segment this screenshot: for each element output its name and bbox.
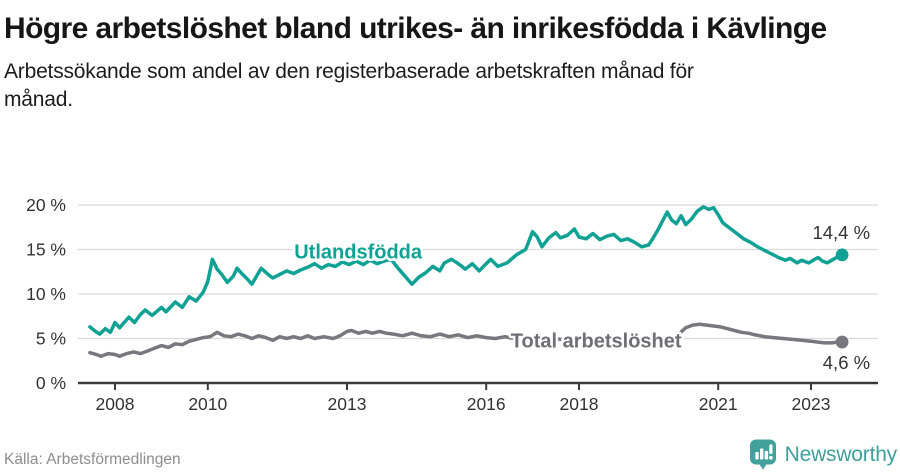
y-axis-tick-label: 10 % xyxy=(26,284,66,304)
x-axis-tick-label: 2008 xyxy=(96,394,135,414)
series-label: Utlandsfödda xyxy=(294,242,423,264)
chart-title: Högre arbetslöshet bland utrikes- än inr… xyxy=(4,12,827,45)
y-axis-tick-label: 15 % xyxy=(26,240,66,260)
series-end-dot xyxy=(835,335,849,349)
x-axis-tick-label: 2018 xyxy=(560,394,599,414)
series-line-total-arbetsl-shet xyxy=(88,322,844,359)
x-axis-tick-label: 2010 xyxy=(188,394,227,414)
x-axis-tick-label: 2021 xyxy=(699,394,738,414)
chart-subtitle: Arbetssökande som andel av den registerb… xyxy=(4,60,694,112)
chart-header: Högre arbetslöshet bland utrikes- än inr… xyxy=(4,8,870,114)
newsworthy-wordmark: Newsworthy xyxy=(784,442,898,466)
newsworthy-speech-bubble-chart-icon xyxy=(749,439,776,470)
source-note: Källa: Arbetsförmedlingen xyxy=(4,451,181,468)
y-axis-tick-label: 0 % xyxy=(36,373,66,393)
series-end-dot xyxy=(835,248,849,262)
series-end-value-label: 4,6 % xyxy=(823,352,870,373)
series-label: Total arbetslöshet xyxy=(511,331,682,353)
y-axis-tick-label: 5 % xyxy=(36,329,66,349)
x-axis-tick-label: 2023 xyxy=(792,394,831,414)
y-axis-tick-label: 20 % xyxy=(26,195,66,215)
series-end-value-label: 14,4 % xyxy=(812,222,870,243)
x-axis-tick-label: 2016 xyxy=(467,394,506,414)
x-axis-tick-label: 2013 xyxy=(328,394,367,414)
series-line-utlandsf-dda xyxy=(88,205,844,336)
newsworthy-logo: Newsworthy xyxy=(748,438,897,471)
